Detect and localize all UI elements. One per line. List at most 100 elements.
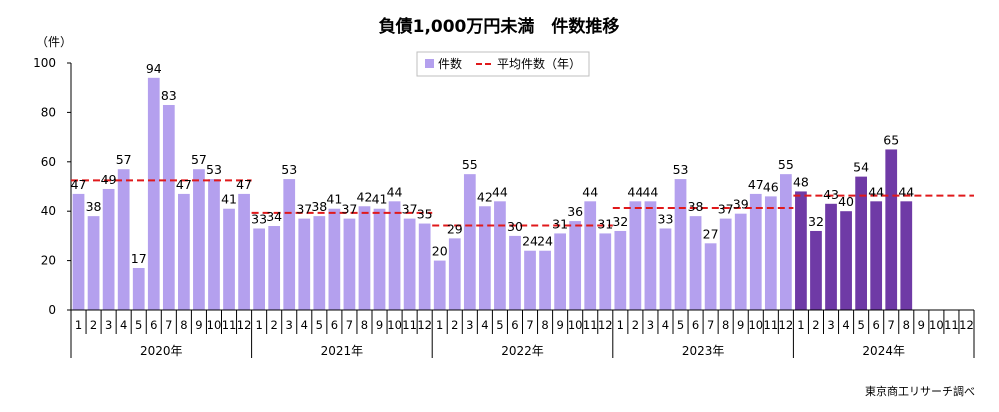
data-label: 33 xyxy=(658,211,674,226)
data-label: 33 xyxy=(251,211,267,226)
y-tick-label: 20 xyxy=(41,254,56,268)
bar xyxy=(749,193,762,310)
x-tick-label: 6 xyxy=(150,318,157,332)
x-tick-label: 5 xyxy=(677,318,684,332)
bar xyxy=(780,174,792,310)
data-label: 44 xyxy=(868,184,884,199)
bar xyxy=(162,104,175,311)
bar xyxy=(418,223,431,310)
x-tick-label: 7 xyxy=(526,318,533,332)
x-tick-label: 12 xyxy=(417,318,432,332)
y-tick-label: 80 xyxy=(41,105,56,119)
data-label: 32 xyxy=(612,214,628,229)
x-tick-label: 11 xyxy=(764,318,779,332)
bar xyxy=(117,169,130,310)
data-label: 36 xyxy=(567,204,583,219)
data-label: 55 xyxy=(778,157,794,172)
bar xyxy=(87,216,100,310)
x-tick-label: 6 xyxy=(331,318,338,332)
x-tick-label: 4 xyxy=(120,318,127,332)
bar xyxy=(463,174,476,310)
x-tick-label: 3 xyxy=(647,318,654,332)
bar xyxy=(208,179,220,310)
y-tick-label: 100 xyxy=(33,56,56,70)
x-tick-label: 4 xyxy=(662,318,669,332)
y-tick-label: 60 xyxy=(41,155,56,169)
x-tick-label: 3 xyxy=(827,318,834,332)
x-tick-label: 11 xyxy=(944,318,959,332)
bar xyxy=(704,243,717,310)
data-label: 35 xyxy=(417,207,433,222)
x-tick-label: 7 xyxy=(346,318,353,332)
x-tick-label: 1 xyxy=(255,318,262,332)
bar xyxy=(403,218,416,310)
x-tick-label: 7 xyxy=(165,318,172,332)
year-label: 2021年 xyxy=(321,344,364,358)
bar xyxy=(253,228,265,310)
x-tick-label: 3 xyxy=(466,318,473,332)
data-label: 53 xyxy=(673,162,689,177)
data-label: 48 xyxy=(793,174,809,189)
x-tick-label: 8 xyxy=(361,318,368,332)
bar xyxy=(629,201,642,310)
data-label: 83 xyxy=(161,88,177,103)
data-label: 94 xyxy=(146,61,162,76)
year-label: 2024年 xyxy=(862,344,905,358)
data-label: 31 xyxy=(552,216,568,231)
x-tick-label: 1 xyxy=(617,318,624,332)
data-label: 54 xyxy=(853,160,869,175)
bars-group xyxy=(72,77,913,311)
data-label: 30 xyxy=(507,219,523,234)
x-tick-label: 9 xyxy=(376,318,383,332)
data-label: 44 xyxy=(492,184,508,199)
data-label: 43 xyxy=(823,187,839,202)
x-tick-label: 6 xyxy=(692,318,699,332)
data-label: 38 xyxy=(688,199,704,214)
x-tick-label: 3 xyxy=(286,318,293,332)
data-label: 37 xyxy=(296,202,312,217)
x-tick-label: 1 xyxy=(75,318,82,332)
x-tick-label: 8 xyxy=(722,318,729,332)
bar xyxy=(674,179,687,310)
chart-title: 負債1,000万円未満 件数推移 xyxy=(379,16,620,37)
bar xyxy=(584,201,597,310)
x-tick-label: 4 xyxy=(481,318,488,332)
x-tick-label: 9 xyxy=(556,318,563,332)
x-tick-label: 12 xyxy=(598,318,613,332)
bar xyxy=(614,230,627,310)
x-tick-label: 2 xyxy=(90,318,97,332)
data-label: 24 xyxy=(522,234,538,249)
x-tick-label: 7 xyxy=(888,318,895,332)
x-tick-label: 11 xyxy=(583,318,598,332)
bar xyxy=(509,235,521,310)
bar xyxy=(328,208,341,310)
year-label: 2022年 xyxy=(501,344,544,358)
data-label: 38 xyxy=(86,199,102,214)
bar xyxy=(689,216,702,310)
y-axis: 0 20 40 60 80 100 xyxy=(33,56,72,317)
x-tick-label: 6 xyxy=(511,318,518,332)
data-label: 20 xyxy=(432,244,448,259)
data-label: 57 xyxy=(191,152,207,167)
data-label: 44 xyxy=(387,184,403,199)
bar xyxy=(479,206,491,310)
x-tick-label: 5 xyxy=(135,318,142,332)
data-label: 31 xyxy=(597,216,613,231)
bar xyxy=(313,216,326,310)
bar xyxy=(494,201,506,310)
bar xyxy=(539,250,551,310)
x-tick-label: 1 xyxy=(797,318,804,332)
data-label: 41 xyxy=(372,192,388,207)
data-label: 47 xyxy=(748,177,764,192)
bar xyxy=(810,230,822,310)
bar xyxy=(764,196,777,310)
x-tick-label: 9 xyxy=(737,318,744,332)
bar xyxy=(870,201,883,310)
x-tick-label: 8 xyxy=(541,318,548,332)
bar xyxy=(734,213,747,310)
data-label: 29 xyxy=(447,221,463,236)
bar xyxy=(900,201,913,310)
bar xyxy=(178,193,190,310)
x-tick-label: 5 xyxy=(316,318,323,332)
